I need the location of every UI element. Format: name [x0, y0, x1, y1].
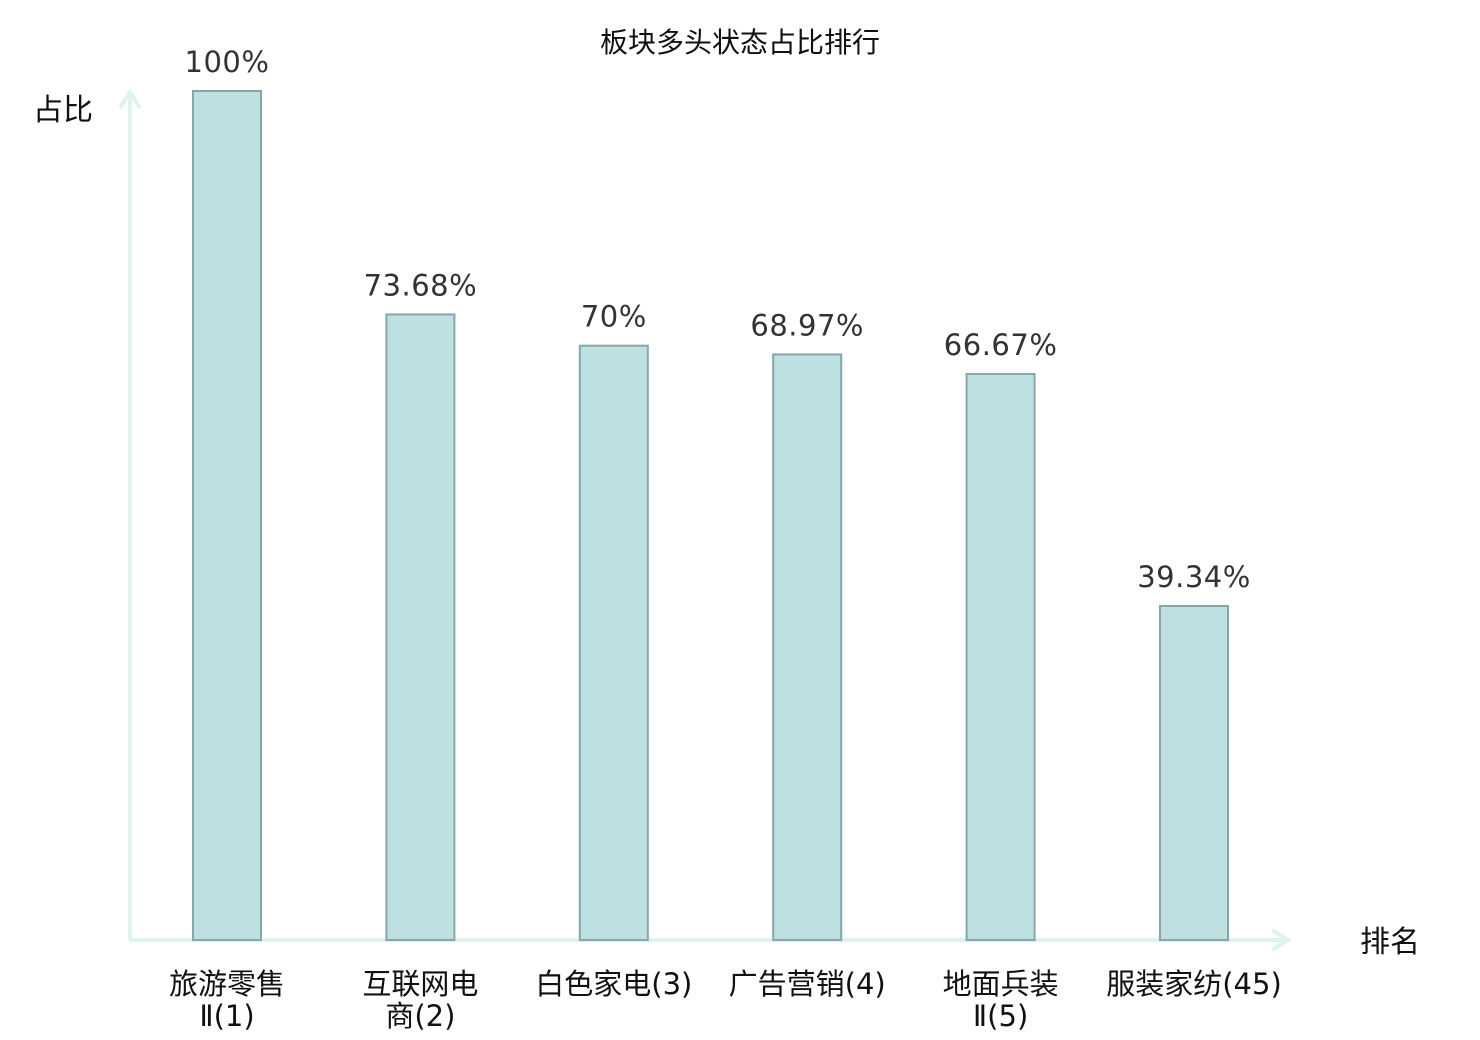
bar-series	[192, 90, 1229, 942]
data-label: 66.67%	[944, 328, 1058, 362]
tick-label: 地面兵装	[943, 967, 1059, 1001]
tick-label-line2: Ⅱ(1)	[199, 999, 254, 1033]
tick-label: 白色家电(3)	[535, 967, 692, 1001]
data-labels: 100% 73.68% 70% 68.97% 66.67% 39.34%	[185, 45, 1251, 594]
bar	[192, 90, 262, 941]
y-axis-label: 占比	[33, 93, 93, 128]
bar	[965, 372, 1036, 942]
data-label: 73.68%	[364, 268, 478, 302]
tick-label: 互联网电	[362, 967, 478, 1001]
tick-label: 服装家纺(45)	[1106, 967, 1282, 1001]
data-label: 100%	[185, 45, 270, 79]
data-label: 68.97%	[750, 308, 864, 342]
tick-label-line2: Ⅱ(5)	[973, 999, 1028, 1033]
tick-label-line2: 商(2)	[385, 999, 455, 1033]
bar	[1159, 605, 1229, 942]
tick-label: 广告营销(4)	[729, 967, 886, 1001]
bar	[772, 353, 843, 941]
tick-label: 旅游零售	[169, 967, 285, 1001]
chart-title: 板块多头状态占比排行	[600, 26, 880, 59]
y-axis	[118, 88, 142, 940]
data-label: 39.34%	[1137, 560, 1251, 594]
bar	[385, 313, 456, 941]
x-axis	[130, 928, 1292, 952]
x-axis-label: 排名	[1360, 925, 1420, 960]
bar	[578, 344, 649, 941]
data-label: 70%	[581, 300, 647, 334]
